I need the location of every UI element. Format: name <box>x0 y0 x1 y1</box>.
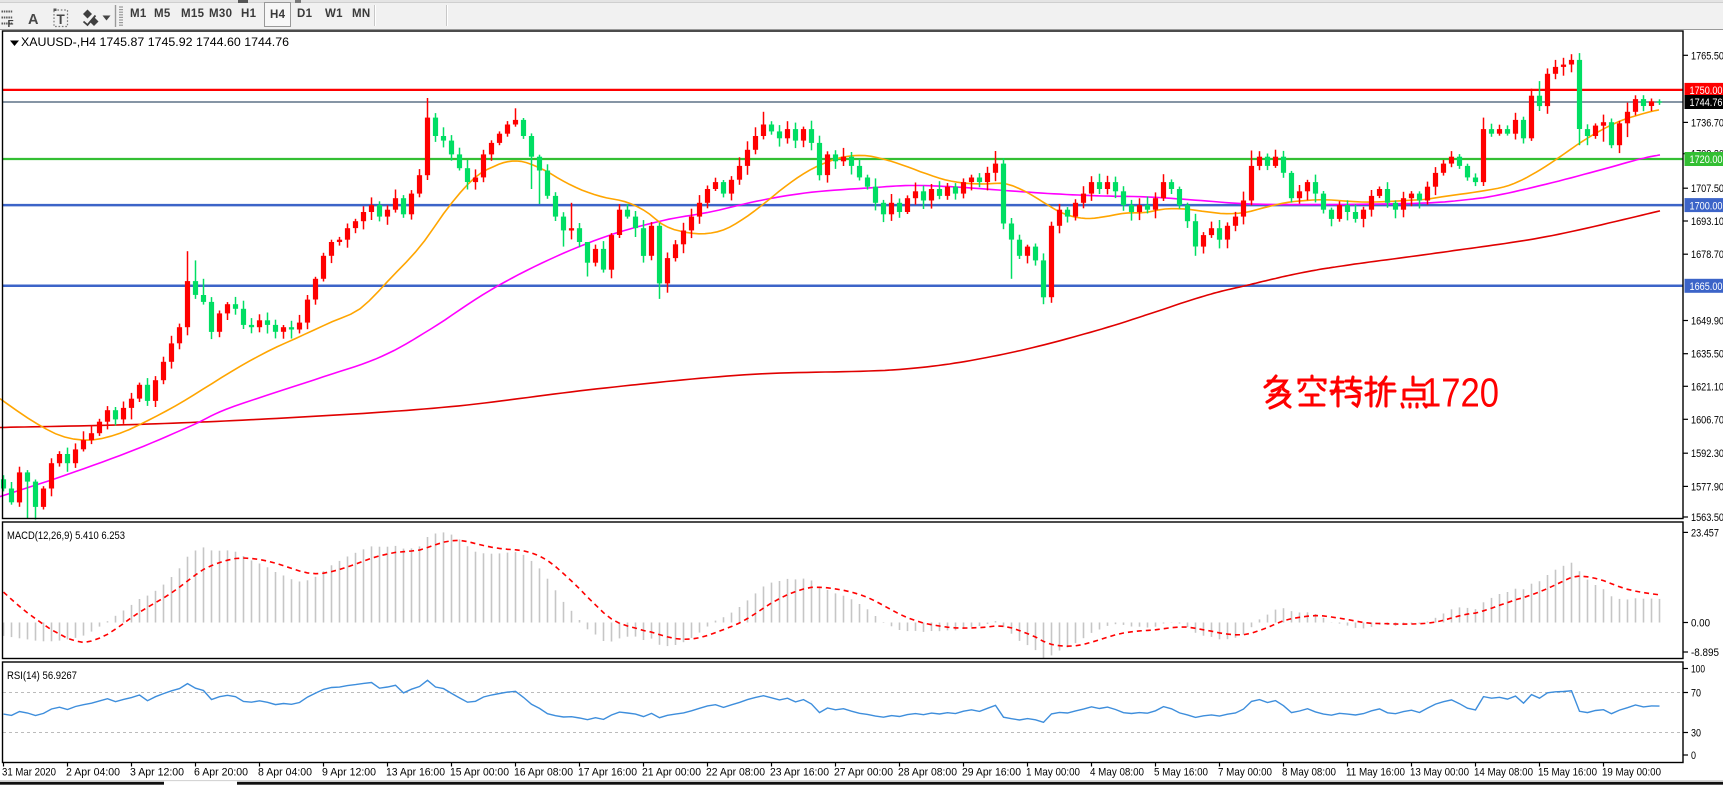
svg-text:1563.50: 1563.50 <box>1691 512 1723 524</box>
svg-text:1678.70: 1678.70 <box>1691 249 1723 261</box>
svg-text:15 May 16:00: 15 May 16:00 <box>1538 767 1597 779</box>
svg-text:1577.90: 1577.90 <box>1691 481 1723 493</box>
svg-text:XAUUSD-,H4 1745.87 1745.92 17: XAUUSD-,H4 1745.87 1745.92 1744.60 1744.… <box>21 35 289 49</box>
svg-text:19 May 00:00: 19 May 00:00 <box>1602 767 1661 779</box>
svg-text:1665.00: 1665.00 <box>1690 281 1723 293</box>
svg-text:1621.10: 1621.10 <box>1691 381 1723 393</box>
svg-text:T: T <box>57 12 66 27</box>
svg-text:7 May 00:00: 7 May 00:00 <box>1218 767 1272 779</box>
svg-text:1649.90: 1649.90 <box>1691 316 1723 328</box>
svg-text:2 Apr 04:00: 2 Apr 04:00 <box>66 767 120 779</box>
svg-text:70: 70 <box>1691 688 1701 700</box>
svg-text:1606.70: 1606.70 <box>1691 414 1723 426</box>
svg-text:A: A <box>28 12 39 28</box>
svg-text:8 May 08:00: 8 May 08:00 <box>1282 767 1336 779</box>
svg-text:0: 0 <box>1691 750 1696 762</box>
svg-text:23 Apr 16:00: 23 Apr 16:00 <box>770 767 829 779</box>
svg-text:30: 30 <box>1691 728 1701 740</box>
svg-text:6 Apr 20:00: 6 Apr 20:00 <box>194 767 248 779</box>
svg-text:23.457: 23.457 <box>1691 527 1719 539</box>
svg-text:1720.00: 1720.00 <box>1690 154 1723 166</box>
svg-text:1720: 1720 <box>1422 370 1499 416</box>
svg-text:3 Apr 12:00: 3 Apr 12:00 <box>130 767 184 779</box>
svg-text:11 May 16:00: 11 May 16:00 <box>1346 767 1405 779</box>
svg-text:13 Apr 16:00: 13 Apr 16:00 <box>386 767 445 779</box>
svg-text:4 May 08:00: 4 May 08:00 <box>1090 767 1144 779</box>
svg-text:9 Apr 12:00: 9 Apr 12:00 <box>322 767 376 779</box>
svg-text:13 May 00:00: 13 May 00:00 <box>1410 767 1469 779</box>
svg-text:16 Apr 08:00: 16 Apr 08:00 <box>514 767 573 779</box>
svg-text:27 Apr 00:00: 27 Apr 00:00 <box>834 767 893 779</box>
svg-text:1750.00: 1750.00 <box>1690 85 1723 97</box>
svg-text:21 Apr 00:00: 21 Apr 00:00 <box>642 767 701 779</box>
svg-text:1736.70: 1736.70 <box>1691 117 1723 129</box>
svg-text:1707.50: 1707.50 <box>1691 183 1723 195</box>
svg-text:1 May 00:00: 1 May 00:00 <box>1026 767 1080 779</box>
svg-text:1765.50: 1765.50 <box>1691 50 1723 62</box>
svg-text:8 Apr 04:00: 8 Apr 04:00 <box>258 767 312 779</box>
svg-text:MACD(12,26,9) 5.410 6.253: MACD(12,26,9) 5.410 6.253 <box>7 530 125 542</box>
svg-text:1700.00: 1700.00 <box>1690 200 1723 212</box>
svg-text:15 Apr 00:00: 15 Apr 00:00 <box>450 767 509 779</box>
svg-text:100: 100 <box>1691 664 1705 676</box>
svg-text:14 May 08:00: 14 May 08:00 <box>1474 767 1533 779</box>
svg-text:5 May 16:00: 5 May 16:00 <box>1154 767 1208 779</box>
svg-text:RSI(14) 56.9267: RSI(14) 56.9267 <box>7 670 77 682</box>
svg-text:1592.30: 1592.30 <box>1691 448 1723 460</box>
svg-text:F: F <box>8 19 14 30</box>
svg-text:17 Apr 16:00: 17 Apr 16:00 <box>578 767 637 779</box>
svg-text:-8.895: -8.895 <box>1691 647 1719 659</box>
svg-text:1744.76: 1744.76 <box>1690 97 1723 109</box>
svg-text:29 Apr 16:00: 29 Apr 16:00 <box>962 767 1021 779</box>
svg-text:1635.50: 1635.50 <box>1691 349 1723 361</box>
svg-text:22 Apr 08:00: 22 Apr 08:00 <box>706 767 765 779</box>
svg-text:0.00: 0.00 <box>1691 618 1710 630</box>
svg-text:31 Mar 2020: 31 Mar 2020 <box>2 767 56 779</box>
svg-text:1693.10: 1693.10 <box>1691 216 1723 228</box>
svg-text:28 Apr 08:00: 28 Apr 08:00 <box>898 767 957 779</box>
